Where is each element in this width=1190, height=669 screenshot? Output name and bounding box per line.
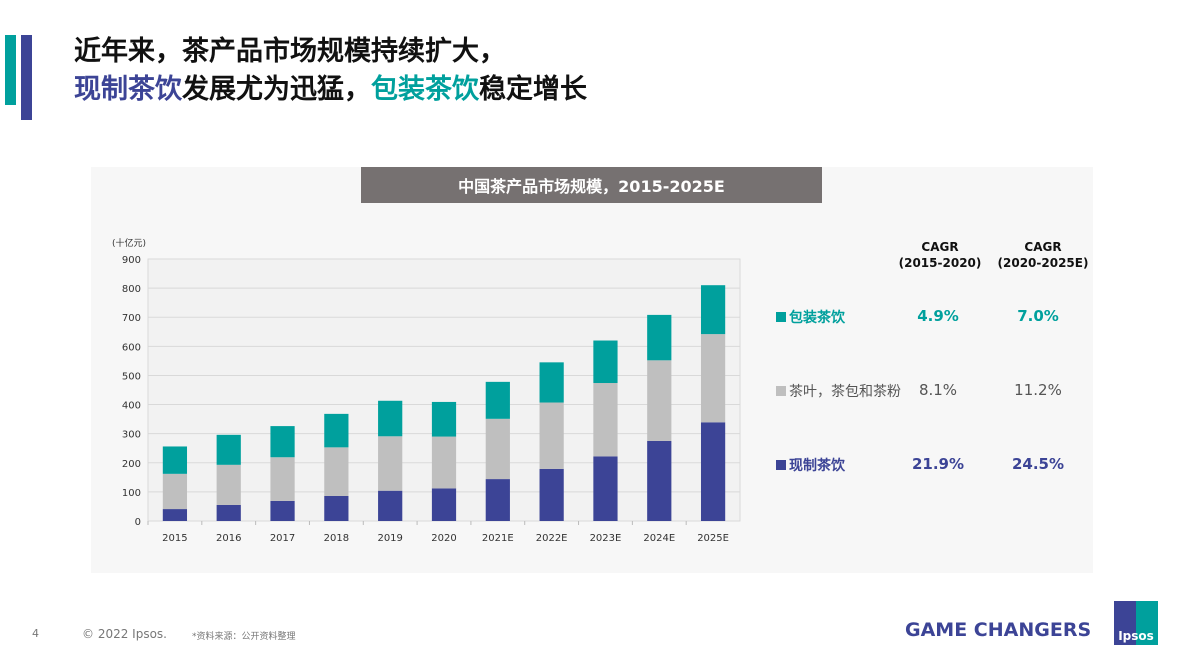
logo-text: Ipsos [1118,629,1154,643]
cagr-header-1: CAGR (2015-2020) [890,239,990,271]
bar-segment [324,413,349,448]
bar-segment [593,340,618,384]
title-end: 稳定增长 [479,74,587,105]
bar-segment [270,426,295,458]
y-tick-label: 900 [122,255,141,266]
bar-segment [431,401,457,437]
bar-segment [593,456,618,521]
bar-segment [647,440,672,521]
title-line-2: 现制茶饮发展尤为迅猛，包装茶饮稳定增长 [74,71,587,109]
page-title: 近年来，茶产品市场规模持续扩大， 现制茶饮发展尤为迅猛，包装茶饮稳定增长 [74,33,587,109]
bar-segment [431,436,457,489]
bar-segment [270,500,295,521]
legend-packaged: 包装茶饮 [776,307,845,327]
cagr-label: CAGR [1024,240,1062,254]
tagline: GAME CHANGERS [905,619,1092,641]
legend-swatch [776,460,786,470]
bar-segment [700,422,726,521]
x-tick-label: 2016 [216,533,241,544]
bar-segment [324,447,349,496]
x-tick-label: 2024E [643,533,675,544]
bar-segment [162,509,188,521]
y-tick-label: 700 [122,313,141,324]
bar-segment [431,488,457,521]
x-tick-label: 2018 [324,533,349,544]
y-tick-label: 0 [135,517,141,528]
bar-segment [324,495,349,521]
title-fresh: 现制茶饮 [74,74,182,105]
title-mid: 发展尤为迅猛， [182,74,371,105]
x-tick-label: 2025E [697,533,729,544]
cagr-label: CAGR [921,240,959,254]
x-tick-label: 2021E [482,533,514,544]
y-tick-label: 600 [122,342,141,353]
legend-leaf: 茶叶，茶包和茶粉 [776,381,901,401]
x-tick-label: 2022E [536,533,568,544]
bar-segment [378,400,403,437]
legend-label: 茶叶，茶包和茶粉 [789,384,901,400]
bar-segment [216,434,241,465]
y-tick-label: 500 [122,371,141,382]
bar-segment [485,381,510,419]
title-line-1: 近年来，茶产品市场规模持续扩大， [74,36,506,67]
cagr-value: 11.2% [1014,381,1062,399]
bar-segment [647,314,672,361]
bar-segment [700,285,726,335]
bar-segment [485,479,510,521]
bar-segment [378,436,403,491]
x-tick-label: 2019 [377,533,402,544]
ipsos-logo: Ipsos [1114,601,1158,645]
legend-swatch [776,386,786,396]
bar-segment [593,383,618,457]
bar-segment [378,490,403,521]
cagr-value: 21.9% [911,455,965,473]
accent-bar-teal [5,35,16,105]
cagr-value: 4.9% [917,307,959,325]
bar-segment [485,418,510,480]
chart-title: 中国茶产品市场规模，2015-2025E [361,167,822,203]
bar-segment [162,473,188,510]
y-tick-label: 300 [122,430,141,441]
y-axis-unit: (十亿元) [112,237,146,249]
page-number: 4 [32,627,39,640]
source-note: *资料来源：公开资料整理 [192,632,296,642]
x-tick-label: 2015 [162,533,187,544]
bar-segment [647,360,672,441]
y-tick-label: 800 [122,284,141,295]
copyright: © 2022 Ipsos. [82,627,167,641]
bar-segment [539,362,564,403]
bar-segment [216,504,241,521]
y-tick-label: 400 [122,401,141,412]
cagr-header-2: CAGR (2020-2025E) [990,239,1096,271]
bar-segment [162,446,188,474]
cagr-value: 7.0% [1017,307,1059,325]
legend-fresh: 现制茶饮 [776,455,845,475]
legend-label: 包装茶饮 [789,310,845,326]
y-tick-label: 100 [122,488,141,499]
cagr-period: (2020-2025E) [997,256,1089,270]
bar-segment [700,334,726,423]
title-packaged: 包装茶饮 [371,74,479,105]
bar-segment [539,402,564,469]
bar-segment [270,457,295,501]
x-tick-label: 2023E [590,533,622,544]
bar-segment [216,464,241,505]
cagr-value: 8.1% [918,381,958,399]
x-tick-label: 2017 [270,533,295,544]
cagr-period: (2015-2020) [898,256,982,270]
x-tick-label: 2020 [431,533,456,544]
y-tick-label: 200 [122,459,141,470]
legend-label: 现制茶饮 [789,458,845,474]
accent-bar-navy [21,35,32,120]
cagr-value: 24.5% [1011,455,1065,473]
bar-segment [539,468,564,521]
legend-swatch [776,312,786,322]
